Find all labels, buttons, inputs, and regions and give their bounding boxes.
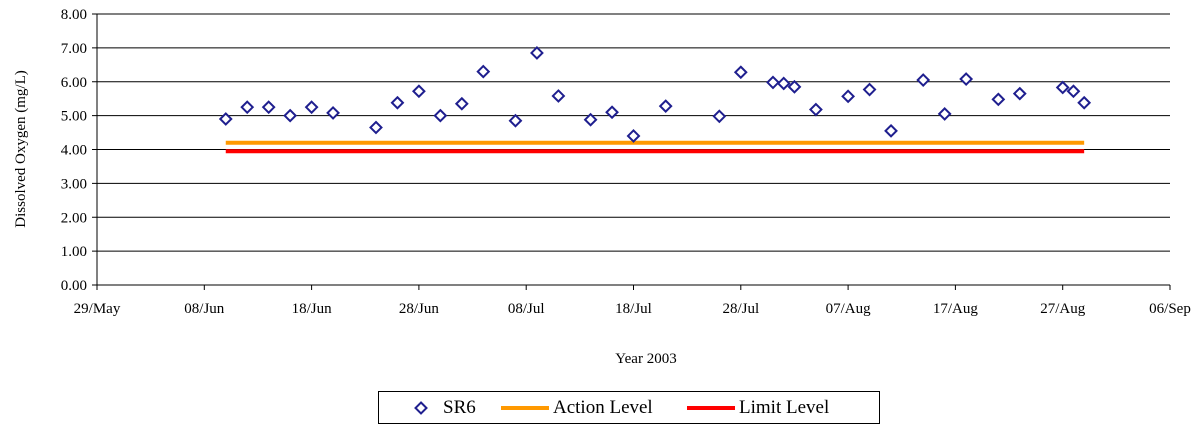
data-point [454,96,469,111]
data-point [916,73,931,87]
y-tick-label: 2.00 [61,210,87,226]
y-axis-title: Dissolved Oxygen (mg/L) [13,70,29,227]
x-tick-label: 08/Jun [184,301,225,317]
data-point [218,112,233,126]
x-tick-label: 18/Jul [615,301,652,317]
x-tick-label: 28/Jul [722,301,759,317]
x-tick-label: 07/Aug [826,301,872,317]
data-point [508,113,523,128]
legend-item-sr6: SR6 [414,392,476,423]
data-point [605,105,619,120]
y-tick-label: 1.00 [61,244,87,260]
red-line-icon [687,405,735,410]
legend-label-limit-level: Limit Level [739,396,830,418]
legend-label-sr6: SR6 [443,396,476,418]
data-point [733,65,748,80]
legend-item-action-level: Action Level [501,392,653,423]
legend: SR6 Action Level Limit Level [378,391,880,424]
data-point [626,129,641,143]
orange-line-icon [501,405,549,410]
data-point [959,72,974,86]
y-tick-label: 0.00 [61,278,87,294]
level-lines [225,140,1085,154]
data-point [283,108,298,123]
x-tick-labels: 29/May 08/Jun 18/Jun 28/Jun 08/Jul 18/Jul 28/J… [74,301,1191,317]
data-point [304,100,319,115]
x-tick-label: 17/Aug [933,301,979,317]
y-tick-label: 4.00 [61,143,87,159]
y-tick-label: 8.00 [61,7,87,23]
chart-canvas: 0.00 1.00 2.00 3.00 4.00 5.00 6.00 7.00 8.00 29/… [13,7,1191,367]
data-point [712,109,727,124]
x-tick-label: 18/Jun [292,301,333,317]
data-point [583,112,598,127]
data-point [841,89,856,104]
gridlines [92,13,1170,286]
data-point [787,79,802,94]
x-tick-label: 29/May [74,301,121,317]
data-point [862,82,877,97]
data-point [1066,84,1081,99]
data-point [884,123,898,138]
data-point [808,102,823,117]
data-point [1077,95,1092,110]
x-tick-label: 06/Sep [1149,301,1191,317]
x-tick-label: 08/Jul [508,301,545,317]
data-point [551,89,566,103]
data-point [1055,80,1070,95]
data-point [390,95,405,110]
data-point [991,92,1006,107]
data-point [261,100,276,115]
data-point [411,84,426,99]
y-tick-label: 3.00 [61,176,87,192]
data-point [433,108,448,123]
data-point [776,76,791,91]
y-tick-label: 7.00 [61,41,87,57]
legend-item-limit-level: Limit Level [687,392,829,423]
data-point [326,106,340,120]
data-point [530,46,544,60]
sr6-points [218,46,1092,143]
data-point [766,75,780,90]
data-point [1012,86,1027,101]
y-tick-labels: 0.00 1.00 2.00 3.00 4.00 5.00 6.00 7.00 8.00 [61,7,87,294]
x-tick-label: 28/Jun [399,301,440,317]
data-point [369,120,383,135]
y-tick-label: 5.00 [61,109,87,125]
y-tick-label: 6.00 [61,75,87,91]
x-axis-title: Year 2003 [615,351,676,367]
legend-label-action-level: Action Level [553,396,653,418]
data-point [937,107,952,121]
data-point [476,64,491,79]
diamond-marker-icon [414,400,428,415]
data-point [240,100,255,115]
x-tick-label: 27/Aug [1040,301,1086,317]
axes [96,14,1171,290]
data-point [658,99,673,114]
